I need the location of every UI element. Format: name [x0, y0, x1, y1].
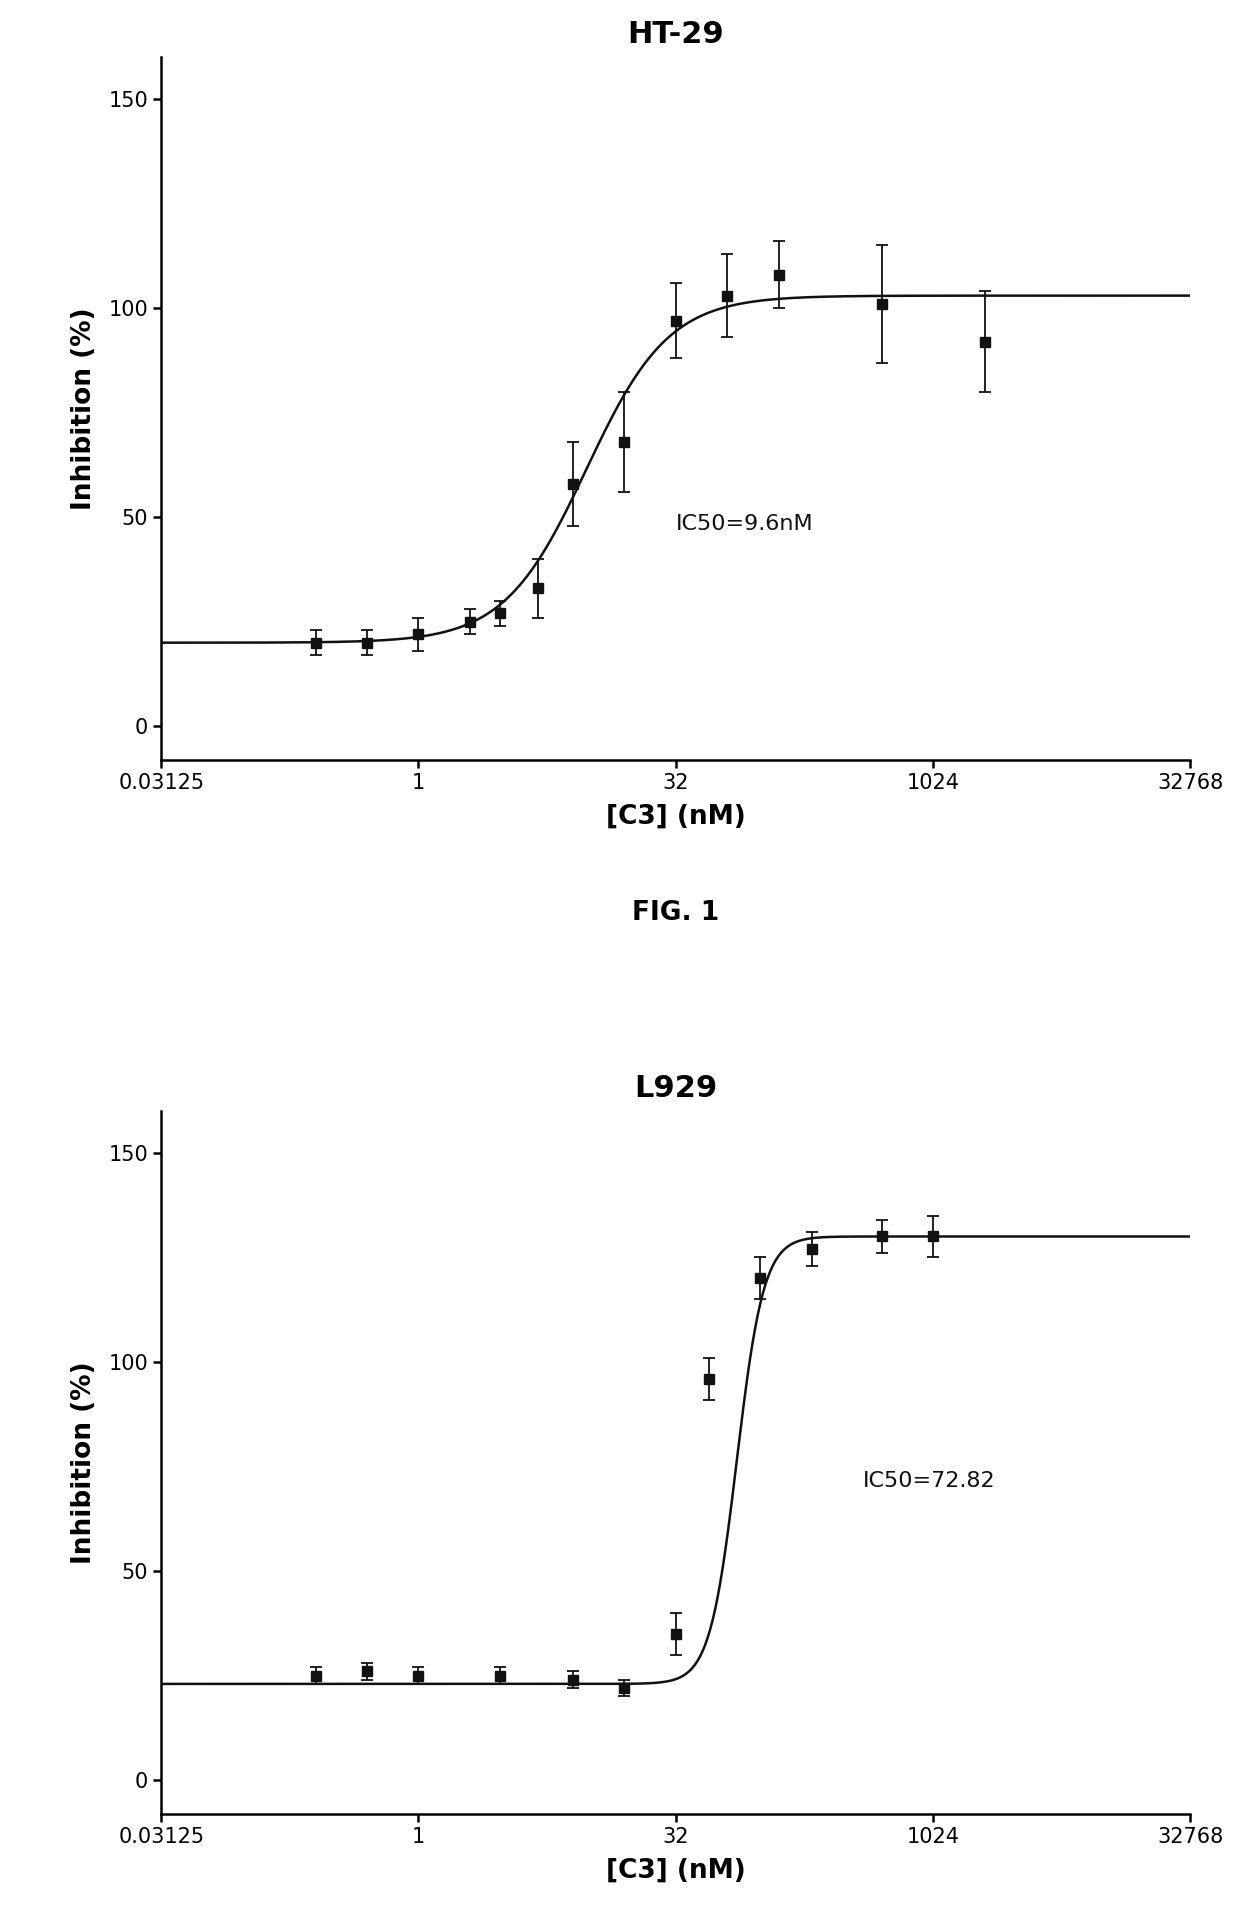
X-axis label: [C3] (nM): [C3] (nM): [606, 804, 745, 830]
Text: IC50=9.6nM: IC50=9.6nM: [676, 514, 813, 535]
X-axis label: [C3] (nM): [C3] (nM): [606, 1857, 745, 1884]
Y-axis label: Inhibition (%): Inhibition (%): [71, 307, 97, 510]
Text: IC50=72.82: IC50=72.82: [863, 1472, 996, 1491]
Text: FIG. 1: FIG. 1: [632, 901, 719, 926]
Title: HT-29: HT-29: [627, 21, 724, 50]
Y-axis label: Inhibition (%): Inhibition (%): [71, 1361, 97, 1563]
Title: L929: L929: [634, 1075, 718, 1103]
